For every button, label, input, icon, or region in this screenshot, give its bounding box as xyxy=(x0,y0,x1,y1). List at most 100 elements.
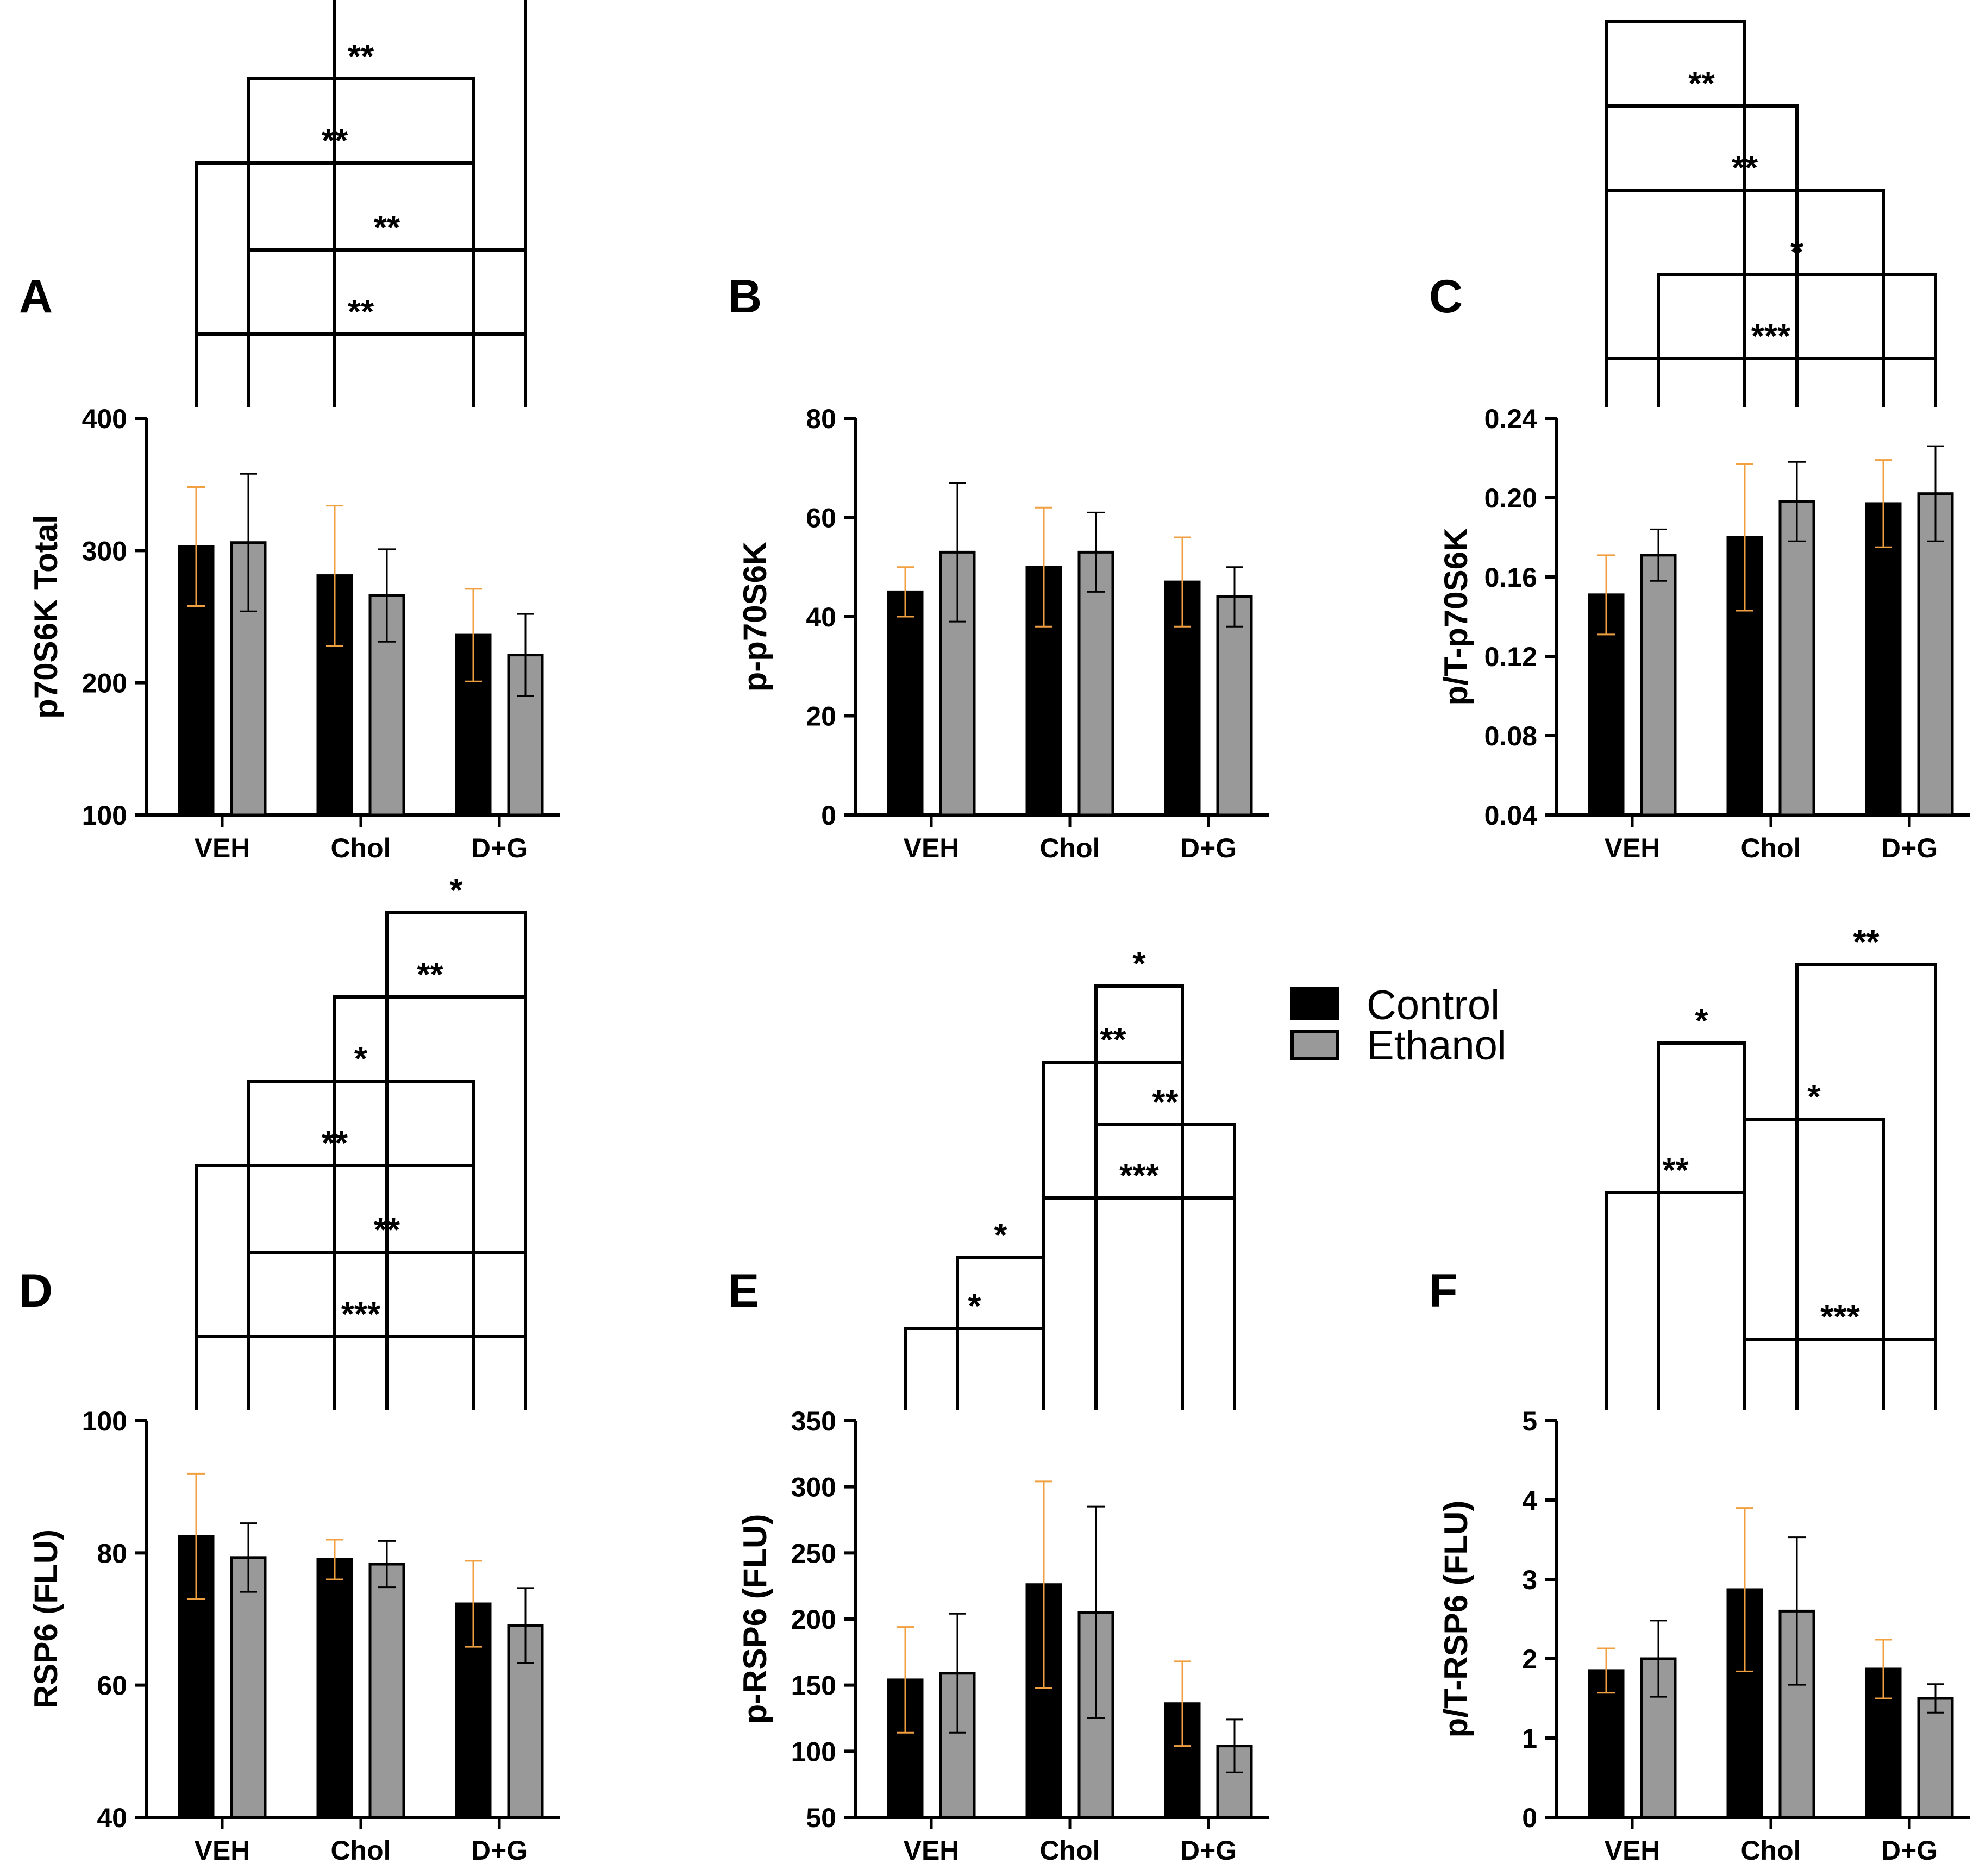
bar-control xyxy=(1865,502,1902,817)
x-tick-label: VEH xyxy=(195,1835,250,1866)
significance-label: ** xyxy=(1100,1021,1126,1059)
bar-ethanol xyxy=(1917,1697,1954,1819)
bar-control xyxy=(316,1558,353,1819)
x-tick-label: Chol xyxy=(1039,1835,1100,1866)
y-axis-label: p-RSP6 (FLU) xyxy=(737,1514,773,1724)
y-tick-label: 0 xyxy=(821,800,836,831)
y-tick-label: 100 xyxy=(791,1736,836,1767)
significance-label: *** xyxy=(1820,1298,1860,1336)
x-tick-label: Chol xyxy=(1740,1835,1801,1866)
x-tick-label: Chol xyxy=(330,1835,391,1866)
y-tick-label: 60 xyxy=(97,1671,127,1701)
panel-b: B 0 20 40 60 80 p-p70S6K VEH Chol D+G xyxy=(728,271,1269,863)
significance-label: * xyxy=(449,872,463,909)
x-tick-label: VEH xyxy=(1605,1835,1661,1866)
x-tick-label: Chol xyxy=(330,833,391,863)
y-tick-label: 0.20 xyxy=(1484,483,1537,513)
y-tick-label: 5 xyxy=(1522,1406,1537,1436)
significance-bracket xyxy=(956,1256,1045,1410)
significance-label: ** xyxy=(1662,1152,1689,1189)
panel-letter: D xyxy=(19,1265,53,1317)
significance-bracket xyxy=(1795,963,1937,1410)
y-tick-label: 60 xyxy=(806,503,836,534)
significance-bracket xyxy=(1605,357,1937,407)
y-tick-label: 2 xyxy=(1522,1644,1537,1674)
bar-ethanol xyxy=(1216,595,1253,817)
significance-bracket xyxy=(1743,1338,1937,1410)
x-tick-label: D+G xyxy=(1881,833,1938,863)
y-tick-label: 200 xyxy=(791,1604,836,1635)
y-tick-label: 150 xyxy=(791,1671,836,1701)
significance-bracket xyxy=(1605,20,1746,407)
panel-letter: E xyxy=(728,1265,759,1317)
significance-label: * xyxy=(1807,1078,1821,1116)
significance-label: ** xyxy=(1152,1084,1179,1121)
y-axis-label: p/T-RSP6 (FLU) xyxy=(1438,1501,1474,1738)
bar-ethanol xyxy=(1917,492,1954,817)
x-tick-label: D+G xyxy=(471,833,528,863)
y-tick-label: 100 xyxy=(82,1406,127,1436)
significance-label: ** xyxy=(348,293,374,331)
y-tick-label: 1 xyxy=(1522,1723,1537,1754)
y-axis-label: p/T-p70S6K xyxy=(1438,528,1474,706)
panel-c: C 0.04 0.08 0.12 0.16 0.20 0.24 p/T-p70S6K VEH Ch… xyxy=(1429,0,1970,863)
significance-bracket xyxy=(1094,1123,1236,1410)
panel-letter: A xyxy=(19,271,53,323)
bar-ethanol xyxy=(368,1563,405,1819)
bar-ethanol xyxy=(1640,554,1677,817)
significance-label: *** xyxy=(1119,1157,1159,1195)
y-axis-label: p-p70S6K xyxy=(737,542,773,692)
x-tick-label: D+G xyxy=(1881,1835,1938,1866)
significance-bracket xyxy=(1042,1196,1236,1410)
panel-e: E 50 100 150 200 250 300 350 p-RSP6 (FLU) VEH Chol… xyxy=(728,945,1269,1866)
panel-a: A 100 200 300 400 p70S6K Total VEH Chol D+G ** ** *… xyxy=(19,0,560,863)
y-tick-label: 200 xyxy=(82,668,127,699)
x-tick-label: VEH xyxy=(1605,833,1661,863)
panel-letter: F xyxy=(1429,1265,1458,1317)
significance-label: * xyxy=(1695,1002,1708,1040)
significance-bracket xyxy=(904,1327,1045,1410)
significance-label: ** xyxy=(1853,924,1880,961)
y-tick-label: 3 xyxy=(1522,1565,1537,1595)
panel-letter: C xyxy=(1429,271,1463,323)
y-tick-label: 40 xyxy=(97,1803,127,1833)
significance-bracket xyxy=(1657,1041,1746,1410)
significance-label: * xyxy=(354,1040,368,1078)
y-tick-label: 0.16 xyxy=(1484,562,1537,593)
legend: Control Ethanol xyxy=(1290,982,1507,1069)
significance-label: * xyxy=(968,1288,981,1325)
y-tick-label: 300 xyxy=(791,1472,836,1503)
x-tick-label: VEH xyxy=(195,833,250,863)
x-tick-label: D+G xyxy=(471,1835,528,1866)
legend-label-ethanol: Ethanol xyxy=(1367,1022,1507,1069)
y-tick-label: 0.24 xyxy=(1484,404,1538,434)
significance-bracket xyxy=(195,332,527,407)
significance-bracket xyxy=(385,911,527,1410)
significance-bracket xyxy=(1605,1191,1746,1410)
bar-ethanol xyxy=(1778,500,1815,817)
bar-ethanol xyxy=(230,1556,267,1819)
y-tick-label: 80 xyxy=(806,404,836,434)
x-tick-label: VEH xyxy=(904,1835,960,1866)
bar-control xyxy=(887,590,924,817)
y-tick-label: 100 xyxy=(82,800,127,831)
x-tick-label: D+G xyxy=(1180,833,1237,863)
y-tick-label: 0.04 xyxy=(1484,800,1538,831)
panel-letter: B xyxy=(728,271,762,323)
bar-control xyxy=(887,1678,924,1819)
significance-bracket xyxy=(247,77,475,407)
significance-label: ** xyxy=(348,38,374,76)
significance-bracket xyxy=(1743,1118,1885,1410)
significance-label: ** xyxy=(374,209,400,247)
y-tick-label: 0.12 xyxy=(1484,642,1537,672)
y-tick-label: 300 xyxy=(82,536,127,566)
significance-label: ** xyxy=(417,956,443,994)
y-tick-label: 20 xyxy=(806,701,836,732)
significance-bracket xyxy=(195,1335,527,1410)
x-tick-label: VEH xyxy=(904,833,960,863)
bar-ethanol xyxy=(1077,550,1114,817)
significance-label: * xyxy=(1669,0,1682,18)
